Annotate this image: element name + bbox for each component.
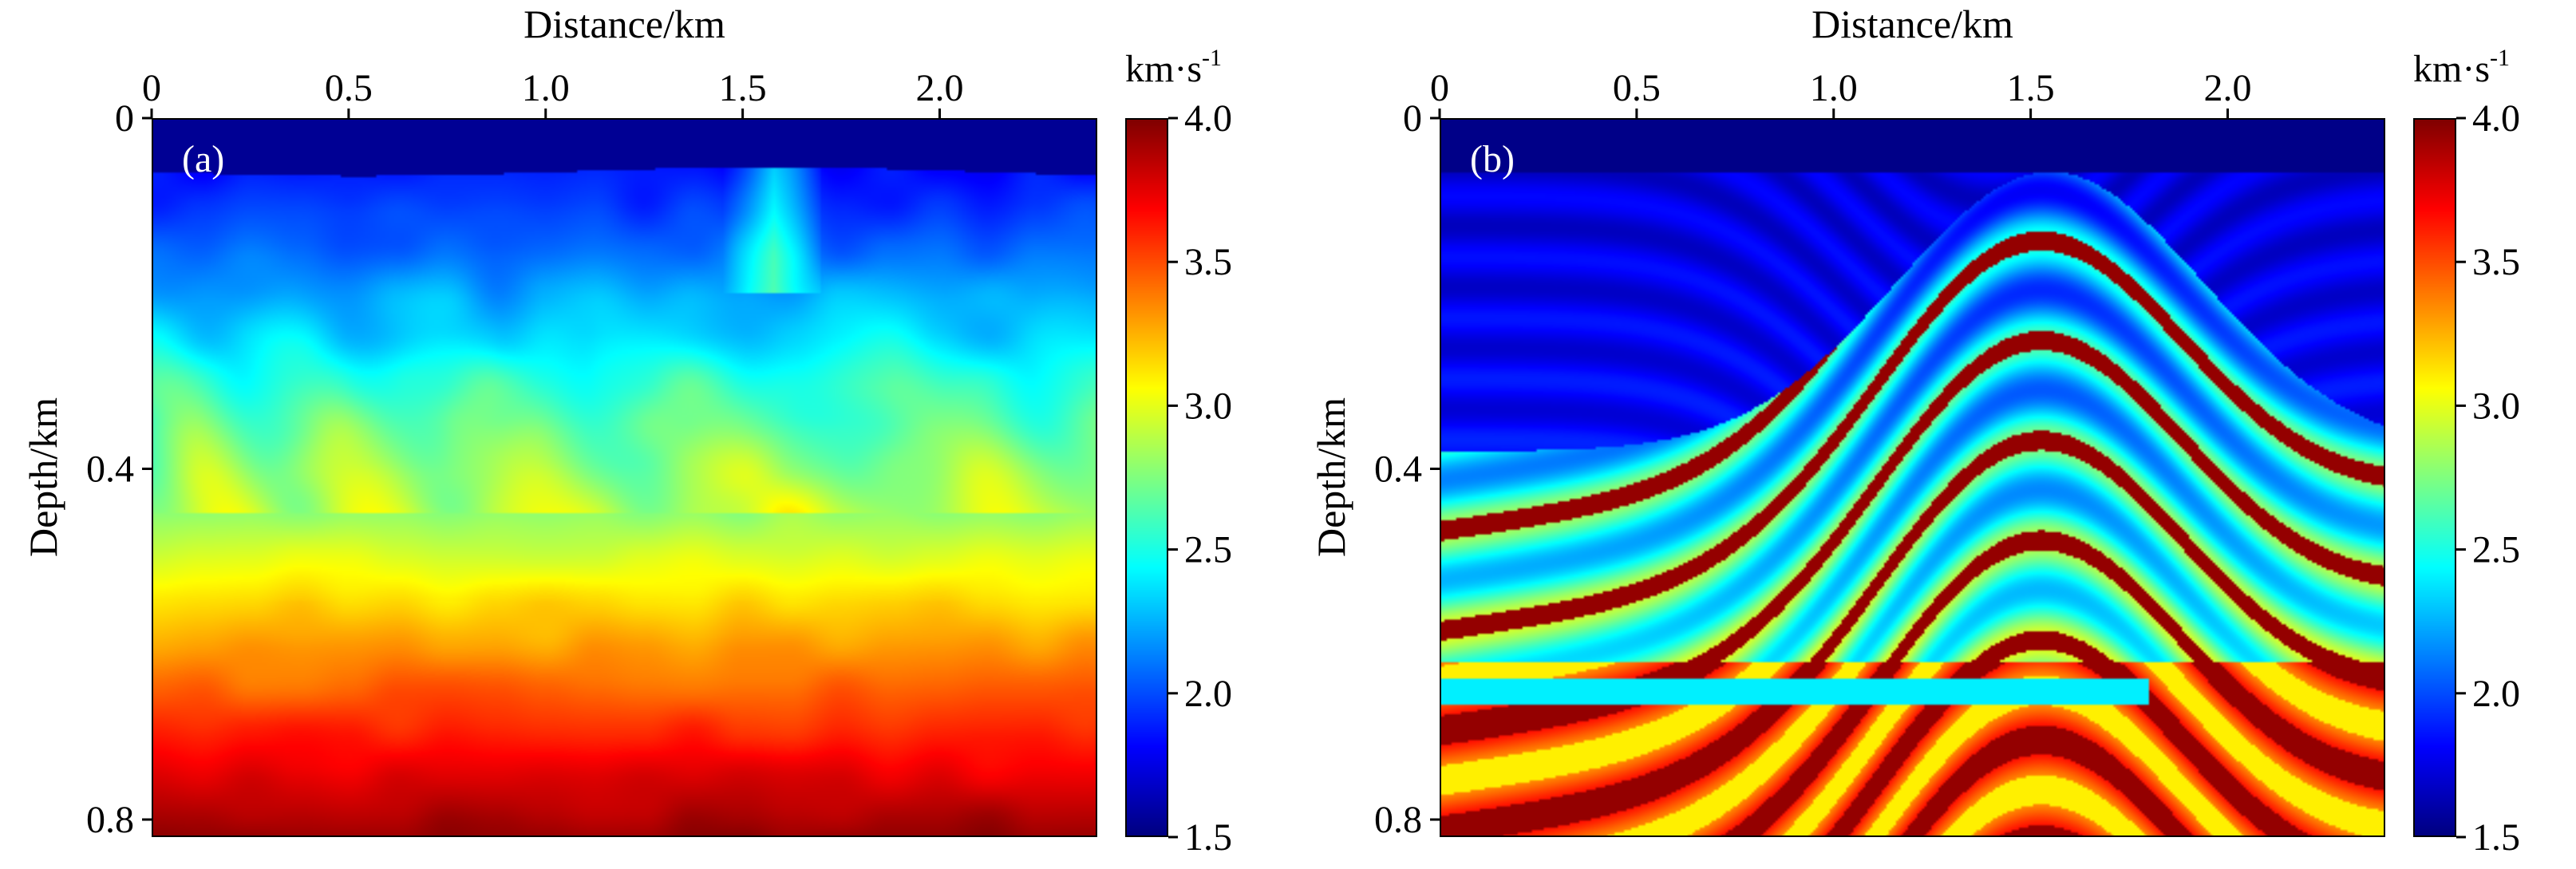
colorbar-tick-label: 3.5 [2472,241,2520,283]
colorbar [2413,118,2456,837]
x-tick-label: 2.0 [916,67,964,109]
y-tick-label: 0.8 [1374,799,1422,841]
x-tick-label: 1.5 [2007,67,2055,109]
colorbar-tick-label: 2.0 [1184,673,1232,715]
colorbar-tick-label: 1.5 [1184,816,1232,859]
y-tick-label: 0 [115,97,134,140]
axes: 0 0.5 1.0 1.5 2.0 0 0.4 0.8 1.5 2.0 2.5 3.0 3.5 4.0 [1374,67,2520,859]
colorbar-tick-label: 4.0 [2472,97,2520,140]
axes: 0 0.5 1.0 1.5 2.0 0 0.4 0.8 1.5 2.0 2.5 3.0 3.5 4.0 [86,67,1232,859]
y-tick-label: 0.4 [86,448,134,491]
colorbar-tick-label: 2.5 [2472,529,2520,571]
x-tick-label: 0 [1430,67,1449,109]
colorbar-tick-label: 4.0 [1184,97,1232,140]
x-tick-label: 2.0 [2204,67,2252,109]
colorbar-tick-label: 3.0 [1184,385,1232,427]
plot-frame [1440,118,2385,837]
colorbar-unit: km·s-1 [2413,45,2510,90]
colorbar-frame [2413,118,2456,837]
x-tick-label: 0.5 [1613,67,1661,109]
panel-b: Distance/km Depth/km (b) km·s-1 0 0.5 1.0 1… [1288,0,2576,869]
y-tick-label: 0 [1403,97,1422,140]
colorbar [1125,118,1168,837]
colorbar-tick-label: 2.5 [1184,529,1232,571]
colorbar-unit: km·s-1 [1125,45,1222,90]
panel-a: Distance/km Depth/km (a) km·s-1 0 0.5 1.0 1… [21,2,1232,859]
x-tick-label: 1.5 [719,67,767,109]
colorbar-tick-label: 3.5 [1184,241,1232,283]
colorbar-tick-label: 1.5 [2472,816,2520,859]
y-tick-label: 0.4 [1374,448,1422,491]
x-axis-title: Distance/km [1811,2,2013,46]
x-tick-label: 1.0 [1810,67,1858,109]
colorbar-frame [1125,118,1168,837]
panel-label: (b) [1470,138,1515,180]
colorbar-tick-label: 2.0 [2472,673,2520,715]
x-axis-title: Distance/km [523,2,725,46]
velocity-heatmap [152,118,1097,837]
colorbar-tick-label: 3.0 [2472,385,2520,427]
x-tick-label: 0 [142,67,161,109]
y-tick-label: 0.8 [86,799,134,841]
velocity-heatmap [1440,118,2385,837]
panel-label: (a) [182,138,225,180]
x-tick-label: 1.0 [522,67,570,109]
plot-frame [152,118,1097,837]
x-tick-label: 0.5 [325,67,373,109]
